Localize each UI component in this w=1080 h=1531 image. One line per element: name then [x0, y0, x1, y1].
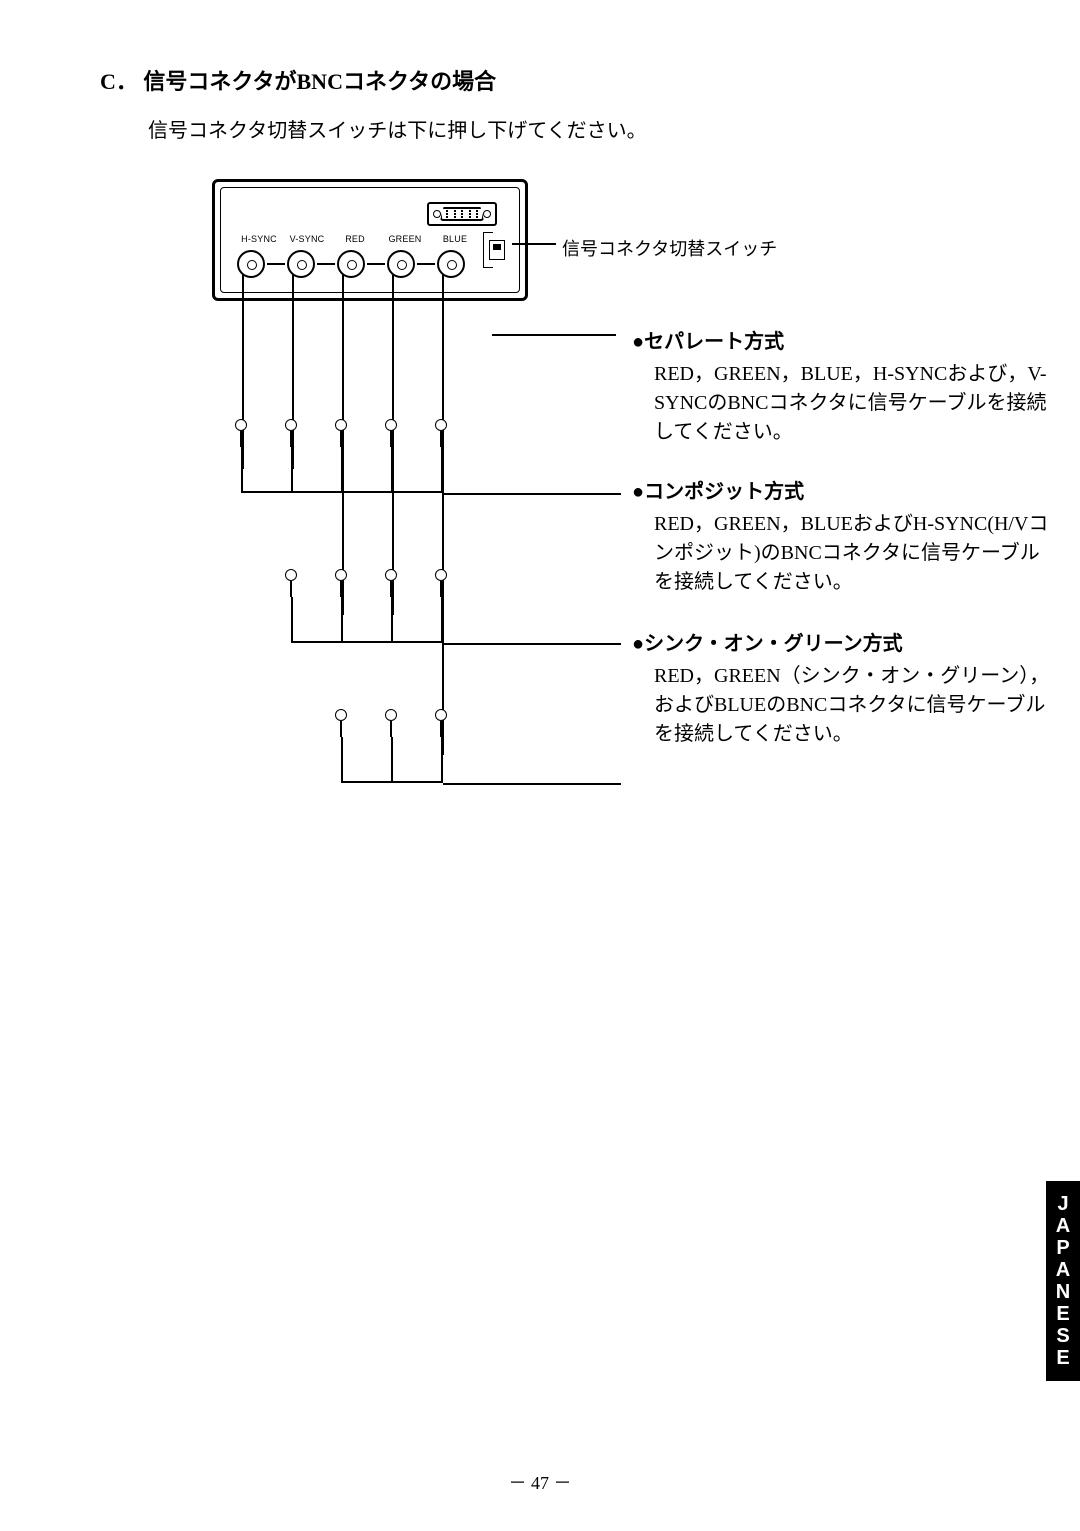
plug-group-composite: [284, 569, 448, 597]
bnc-label: RED: [331, 234, 379, 244]
mode-composite: ●コンポジット方式 RED，GREEN，BLUEおよびH-SYNC(H/Vコンポ…: [632, 475, 1052, 597]
panel-inner: H-SYNC V-SYNC RED GREEN BLUE: [220, 187, 520, 293]
callout-line-icon: [443, 783, 621, 785]
page: C． 信号コネクタがBNCコネクタの場合 信号コネクタ切替スイッチは下に押し下げ…: [0, 0, 1080, 819]
bnc-row: [235, 248, 467, 280]
bracket-icon: [291, 447, 293, 493]
callout-line-icon: [443, 643, 621, 645]
bracket-icon: [341, 597, 343, 643]
section-label: C．: [100, 69, 138, 94]
vga-screw-icon: [483, 210, 491, 218]
mode-body: RED，GREEN，BLUEおよびH-SYNC(H/Vコンポジット)のBNCコネ…: [632, 510, 1052, 597]
bracket-icon: [291, 597, 443, 643]
section-subtitle: 信号コネクタ切替スイッチは下に押し下げてください。: [148, 114, 1000, 143]
plug-icon: [234, 419, 248, 447]
bracket-icon: [341, 447, 343, 493]
lang-letter: S: [1046, 1325, 1080, 1347]
bnc-connector-icon: [435, 248, 467, 280]
plug-icon: [384, 709, 398, 737]
bracket-icon: [391, 737, 393, 783]
plug-icon: [434, 709, 448, 737]
lang-letter: J: [1046, 1193, 1080, 1215]
switch-callout-label: 信号コネクタ切替スイッチ: [562, 235, 777, 261]
switch-icon: [489, 240, 505, 260]
mode-body: RED，GREEN（シンク・オン・グリーン），およびBLUEのBNCコネクタに信…: [632, 662, 1052, 749]
callout-line-icon: [492, 334, 616, 336]
bnc-label: H-SYNC: [235, 234, 283, 244]
mode-title: ●コンポジット方式: [632, 475, 1052, 504]
page-number: － 47 －: [0, 1469, 1080, 1495]
mode-title: ●セパレート方式: [632, 325, 1052, 354]
lang-letter: N: [1046, 1281, 1080, 1303]
leader-line-icon: [442, 275, 444, 755]
plug-icon: [284, 419, 298, 447]
bnc-label: GREEN: [379, 234, 431, 244]
lang-letter: A: [1046, 1259, 1080, 1281]
bnc-connector-icon: [385, 248, 417, 280]
bnc-label: BLUE: [431, 234, 479, 244]
connector-panel: H-SYNC V-SYNC RED GREEN BLUE: [212, 179, 528, 301]
callout-line-icon: [512, 243, 556, 245]
language-tab: J A P A N E S E: [1046, 1181, 1080, 1381]
plug-icon: [334, 419, 348, 447]
mode-separate: ●セパレート方式 RED，GREEN，BLUE，H-SYNCおよび，V-SYNC…: [632, 325, 1052, 447]
lang-letter: A: [1046, 1215, 1080, 1237]
plug-icon: [284, 569, 298, 597]
section-title-text: 信号コネクタがBNCコネクタの場合: [143, 69, 496, 94]
bnc-connector-icon: [235, 248, 267, 280]
vga-screw-icon: [433, 210, 441, 218]
vga-port-icon: [427, 202, 497, 226]
link-icon: [417, 263, 435, 265]
lang-letter: P: [1046, 1237, 1080, 1259]
link-icon: [267, 263, 285, 265]
plug-icon: [434, 419, 448, 447]
lang-letter: E: [1046, 1303, 1080, 1325]
link-icon: [367, 263, 385, 265]
plug-icon: [334, 569, 348, 597]
bracket-icon: [391, 597, 393, 643]
diagram: H-SYNC V-SYNC RED GREEN BLUE 信号コネクタ切替スイ: [212, 179, 1052, 819]
mode-title: ●シンク・オン・グリーン方式: [632, 627, 1052, 656]
bnc-labels: H-SYNC V-SYNC RED GREEN BLUE: [235, 234, 495, 244]
plug-icon: [384, 569, 398, 597]
plug-icon: [334, 709, 348, 737]
plug-group-separate: [234, 419, 448, 447]
plug-group-sog: [334, 709, 448, 737]
lang-letter: E: [1046, 1347, 1080, 1369]
bnc-connector-icon: [285, 248, 317, 280]
plug-icon: [384, 419, 398, 447]
vga-shape-icon: [440, 207, 484, 221]
bnc-connector-icon: [335, 248, 367, 280]
link-icon: [317, 263, 335, 265]
section-title: C． 信号コネクタがBNCコネクタの場合: [100, 64, 1000, 96]
plug-icon: [434, 569, 448, 597]
callout-line-icon: [443, 493, 621, 495]
bracket-icon: [391, 447, 393, 493]
bnc-label: V-SYNC: [283, 234, 331, 244]
mode-sync-on-green: ●シンク・オン・グリーン方式 RED，GREEN（シンク・オン・グリーン），およ…: [632, 627, 1052, 749]
mode-body: RED，GREEN，BLUE，H-SYNCおよび，V-SYNCのBNCコネクタに…: [632, 360, 1052, 447]
